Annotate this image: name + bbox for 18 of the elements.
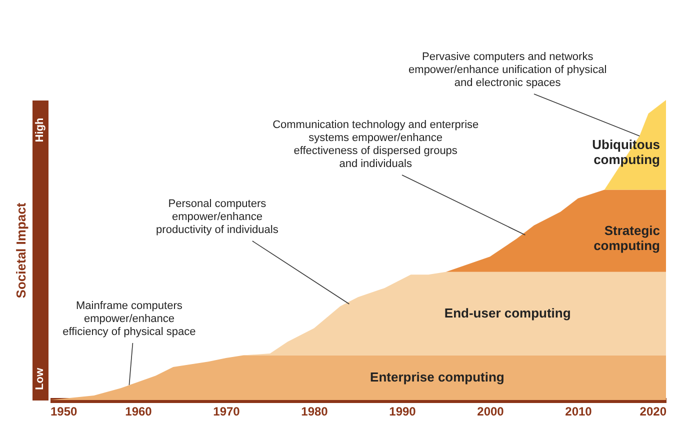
x-tick-label: 1990 [389, 404, 416, 418]
series-label: End-user computing [444, 306, 571, 321]
series-label: Enterprise computing [370, 370, 504, 385]
text: High [34, 118, 46, 142]
x-tick-label: 2020 [640, 404, 667, 418]
x-tick-label: 1950 [50, 404, 78, 418]
x-tick-label: 2000 [477, 404, 504, 418]
annotation: Personal computers empower/enhance productivity of individuals [156, 198, 279, 236]
x-tick-label: 1960 [125, 404, 152, 418]
y-axis-title: Societal Impact [14, 202, 28, 298]
x-tick-label: 1980 [301, 404, 328, 418]
annotation: Mainframe computers empower/enhance efficiency of physical space [62, 300, 196, 338]
x-tick-label: 1970 [213, 404, 240, 418]
series-label: Strategic computing [594, 222, 660, 253]
annotation: Communication technology and enterprise systems empower/enhance effectiveness of dispersed groups and individuals [272, 119, 479, 170]
x-tick-label: 2010 [565, 404, 592, 418]
annotation: Pervasive computers and networks empower/enhance unification of physical and electronic spaces [408, 51, 607, 89]
text: Low [34, 368, 46, 390]
